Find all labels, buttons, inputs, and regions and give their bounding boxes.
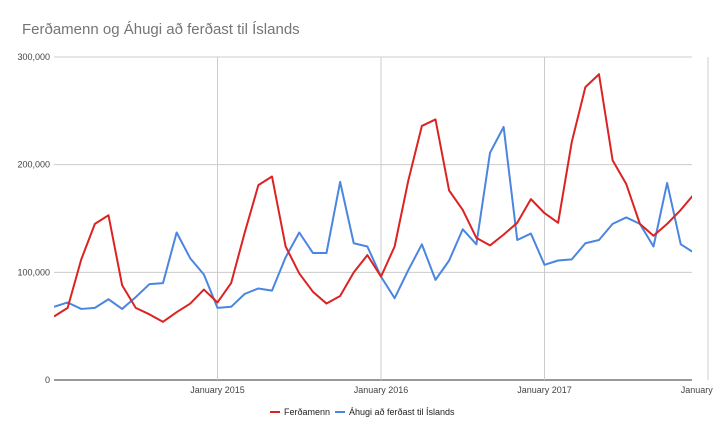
y-tick-label: 300,000	[17, 52, 50, 62]
axis-labels: 0 100,000 200,000 300,000 January 2015 Januar…	[17, 52, 713, 395]
legend-item-ferdamenn[interactable]: Ferðamenn	[270, 407, 330, 417]
legend-label: Áhugi að ferðast til Íslands	[349, 407, 455, 417]
x-tick-label: January 2015	[190, 385, 245, 395]
x-tick-label: January 2017	[517, 385, 572, 395]
x-tick-label: January 2016	[354, 385, 409, 395]
x-tick-label: January 2018	[681, 385, 713, 395]
legend-label: Ferðamenn	[284, 407, 330, 417]
chart-title: Ferðamenn og Áhugi að ferðast til Ísland…	[22, 21, 300, 38]
y-tick-label: 100,000	[17, 267, 50, 277]
legend: Ferðamenn Áhugi að ferðast til Íslands	[270, 407, 455, 417]
y-tick-label: 0	[45, 375, 50, 385]
series-lines	[54, 73, 692, 323]
series-line-ahugi	[54, 125, 692, 310]
legend-item-ahugi[interactable]: Áhugi að ferðast til Íslands	[335, 407, 455, 417]
series-line-ferdamenn	[54, 73, 692, 323]
y-tick-label: 200,000	[17, 160, 50, 170]
grid-lines	[54, 56, 709, 381]
